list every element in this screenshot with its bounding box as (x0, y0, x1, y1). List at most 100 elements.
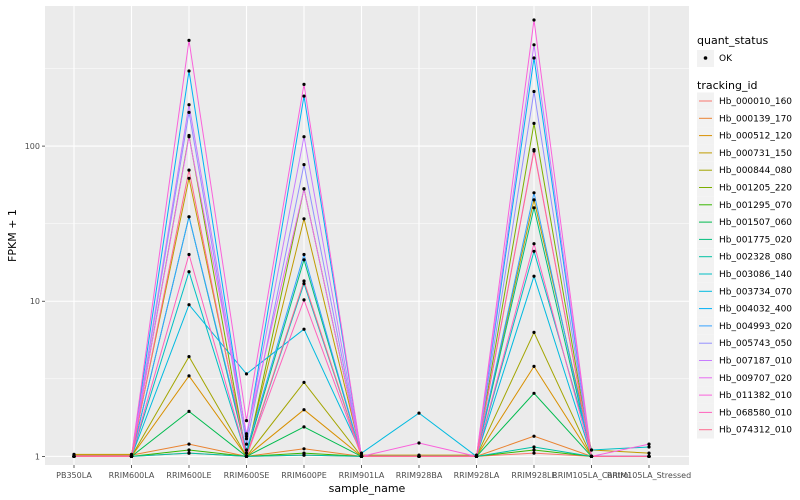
data-point (244, 448, 249, 452)
legend-tracking-label: Hb_001295_070 (719, 201, 792, 211)
data-point (244, 451, 249, 455)
data-point (302, 94, 306, 98)
legend-tracking-items: Hb_000010_160 Hb_000139_170 Hb_000512_120 H… (697, 92, 792, 439)
x-axis-title: sample_name (329, 482, 406, 495)
data-point (532, 191, 536, 195)
data-point (417, 441, 421, 445)
data-point (417, 454, 421, 458)
legend-tracking-label: Hb_003086_140 (719, 270, 792, 280)
legend-tracking-label: Hb_009707_020 (719, 374, 792, 384)
legend-quant-status-items: OK (697, 50, 733, 67)
data-point (532, 249, 536, 253)
x-tick-label: PB350LA (56, 471, 92, 480)
data-point (187, 355, 191, 359)
data-point (532, 149, 536, 153)
data-point (417, 411, 421, 415)
data-point (532, 391, 536, 395)
y-axis: 1 10 100 (25, 142, 45, 461)
data-point (187, 303, 191, 307)
data-point (302, 447, 306, 451)
x-tick-label: RRIM901LA (339, 471, 385, 480)
x-axis: PB350LA RRIM600LA RRIM600LE RRIM600SE RRIM60… (56, 465, 691, 480)
legend-tracking-label: Hb_000139_170 (719, 114, 792, 124)
data-point (244, 419, 249, 423)
legend-tracking-label: Hb_002328_080 (719, 253, 792, 263)
data-point (532, 121, 536, 125)
legend-tracking-label: Hb_068580_010 (719, 408, 792, 418)
data-point (532, 56, 536, 60)
data-point (532, 274, 536, 278)
x-tick-label: RRIM928LE (511, 471, 556, 480)
legend-point-key (703, 56, 708, 60)
data-point (244, 454, 249, 458)
data-point (532, 89, 536, 94)
legend-quant-status-title: quant_status (697, 34, 769, 47)
data-point (359, 454, 364, 458)
data-point (647, 445, 651, 449)
x-tick-label: RRIM928LA (454, 471, 500, 480)
data-point (187, 168, 191, 172)
data-point (359, 451, 364, 455)
legend-tracking-label: Hb_004032_400 (719, 305, 792, 315)
data-point (187, 252, 191, 257)
data-point (302, 380, 306, 384)
data-point (187, 103, 191, 107)
data-point (244, 434, 249, 438)
legend-tracking-label: Hb_000010_160 (719, 97, 792, 107)
data-point (302, 163, 306, 167)
data-point (532, 330, 536, 334)
legend-tracking-label: Hb_001507_060 (719, 218, 792, 228)
data-point (187, 409, 191, 413)
legend-tracking-label: Hb_001205_220 (719, 184, 792, 194)
data-point (302, 408, 306, 412)
data-point (532, 445, 536, 449)
data-point (647, 454, 651, 458)
x-tick-label: RRIM600LE (166, 471, 211, 480)
y-tick-label: 10 (30, 297, 40, 306)
legend-tracking-label: Hb_000512_120 (719, 132, 792, 142)
legend-tracking-label: Hb_007187_010 (719, 357, 792, 367)
data-point (187, 110, 191, 114)
legend-tracking-label: Hb_000731_150 (719, 149, 792, 159)
data-point (302, 327, 306, 331)
data-point (302, 425, 306, 429)
data-point (589, 448, 594, 452)
data-points (72, 18, 651, 458)
data-point (244, 432, 249, 436)
data-point (302, 298, 306, 302)
data-point (474, 454, 479, 458)
data-point (187, 442, 191, 446)
data-point (302, 187, 306, 191)
data-point (302, 282, 306, 286)
data-point (187, 69, 191, 73)
y-tick-label: 1 (35, 452, 40, 461)
legend-tracking-label: Hb_001775_020 (719, 235, 792, 245)
x-tick-label: RRIM105LA_Stressed (607, 471, 691, 480)
data-point (302, 135, 306, 139)
data-point (244, 372, 249, 376)
legend-tracking-title: tracking_id (697, 79, 758, 92)
data-point (187, 374, 191, 378)
data-point (532, 364, 536, 368)
legend-quant-status-label: OK (719, 54, 733, 64)
legend-tracking-label: Hb_005743_050 (719, 339, 792, 349)
data-point (532, 448, 536, 452)
data-point (302, 279, 306, 283)
x-tick-label: RRIM928BA (396, 471, 443, 480)
data-point (647, 451, 651, 455)
x-tick-label: RRIM105LA_Control (552, 471, 631, 480)
data-point (532, 242, 536, 246)
data-point (302, 252, 306, 257)
legend-tracking-label: Hb_003734_070 (719, 287, 792, 297)
data-point (187, 451, 191, 455)
legend-tracking-label: Hb_004993_020 (719, 322, 792, 332)
data-point (187, 448, 191, 452)
y-tick-label: 100 (25, 142, 40, 151)
data-point (187, 135, 191, 139)
legend-tracking-label: Hb_074312_010 (719, 426, 792, 436)
data-point (72, 454, 76, 458)
data-point (244, 437, 249, 441)
legend-tracking-label: Hb_000844_080 (719, 166, 792, 176)
data-point (532, 198, 536, 202)
data-point (302, 258, 306, 262)
